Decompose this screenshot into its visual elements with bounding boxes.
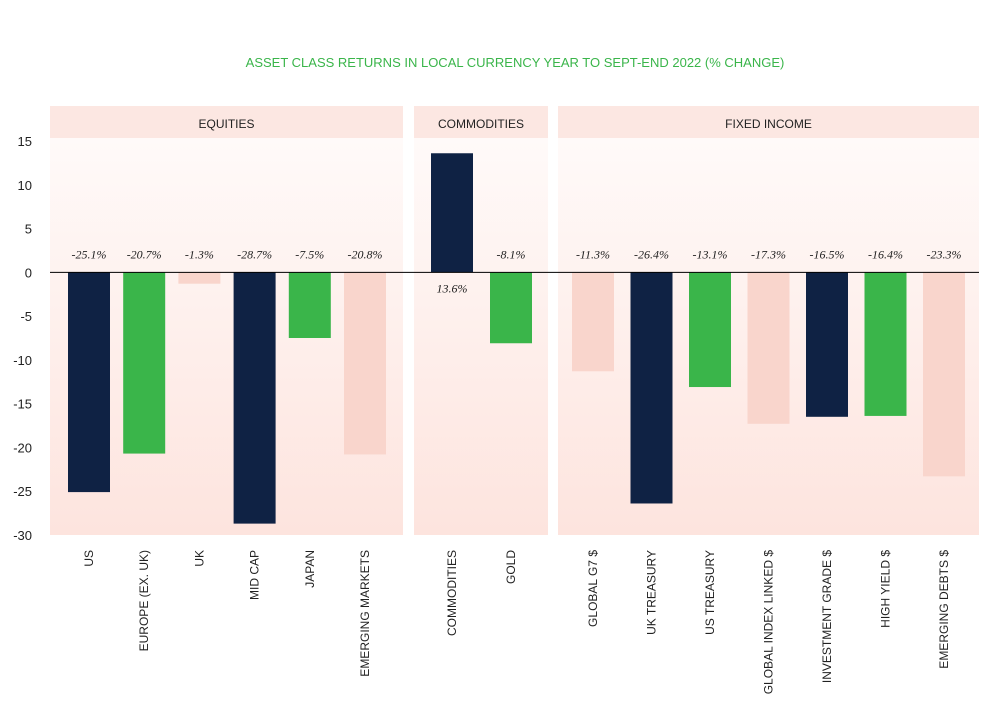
group-header bbox=[50, 106, 403, 138]
bar bbox=[689, 272, 731, 388]
x-tick-label: UK bbox=[192, 550, 206, 567]
y-tick-label: -30 bbox=[13, 528, 32, 543]
x-tick-label: UK TREASURY bbox=[645, 550, 659, 635]
value-label: -8.1% bbox=[497, 247, 526, 261]
x-tick-label: GOLD bbox=[504, 550, 518, 584]
x-tick-label: EMERGING DEBTS $ bbox=[937, 550, 951, 669]
x-tick-label: HIGH YIELD $ bbox=[879, 550, 893, 628]
group-label: EQUITIES bbox=[198, 117, 254, 131]
bar bbox=[630, 272, 673, 504]
y-tick-label: -20 bbox=[13, 440, 32, 455]
y-tick-label: -15 bbox=[13, 397, 32, 412]
y-tick-label: 0 bbox=[25, 265, 32, 280]
value-label: -7.5% bbox=[295, 247, 324, 261]
bar bbox=[178, 272, 221, 284]
x-tick-label: MID CAP bbox=[248, 550, 262, 600]
x-tick-label: US TREASURY bbox=[703, 550, 717, 635]
bar bbox=[747, 272, 790, 424]
group-header bbox=[414, 106, 548, 138]
x-tick-label: GLOBAL INDEX LINKED $ bbox=[762, 550, 776, 695]
y-tick-label: 5 bbox=[25, 222, 32, 237]
x-tick-label: COMMODITIES bbox=[445, 550, 459, 636]
group-label: FIXED INCOME bbox=[725, 117, 812, 131]
y-tick-label: -10 bbox=[13, 353, 32, 368]
bar bbox=[123, 272, 166, 454]
value-label: -25.1% bbox=[72, 247, 107, 261]
group-label: COMMODITIES bbox=[438, 117, 524, 131]
value-label: -23.3% bbox=[927, 247, 962, 261]
value-label: -28.7% bbox=[237, 247, 272, 261]
y-tick-label: 15 bbox=[18, 134, 32, 149]
bar bbox=[864, 272, 907, 416]
y-tick-label: -5 bbox=[20, 309, 32, 324]
bar bbox=[572, 272, 614, 372]
value-label: -13.1% bbox=[693, 247, 728, 261]
x-tick-label: GLOBAL G7 $ bbox=[586, 550, 600, 627]
value-label: -26.4% bbox=[634, 247, 669, 261]
value-label: -16.4% bbox=[868, 247, 903, 261]
value-label: -17.3% bbox=[751, 247, 786, 261]
y-tick-label: 10 bbox=[18, 178, 32, 193]
bar bbox=[288, 272, 331, 338]
x-tick-label: INVESTMENT GRADE $ bbox=[820, 550, 834, 683]
bar bbox=[431, 153, 473, 273]
x-tick-label: EMERGING MARKETS bbox=[358, 550, 372, 677]
value-label: 13.6% bbox=[437, 281, 468, 295]
bar bbox=[344, 272, 386, 455]
bar bbox=[68, 272, 110, 493]
bar bbox=[806, 272, 848, 417]
value-label: -20.7% bbox=[127, 247, 162, 261]
value-label: -20.8% bbox=[348, 247, 383, 261]
value-label: -11.3% bbox=[576, 247, 610, 261]
group-header bbox=[558, 106, 979, 138]
bar bbox=[490, 272, 532, 344]
y-tick-label: -25 bbox=[13, 484, 32, 499]
x-tick-label: EUROPE (EX. UK) bbox=[137, 550, 151, 651]
value-label: -1.3% bbox=[185, 247, 214, 261]
bar bbox=[923, 272, 965, 477]
x-tick-label: US bbox=[82, 550, 96, 567]
x-tick-label: JAPAN bbox=[303, 550, 317, 588]
bar bbox=[233, 272, 276, 524]
value-label: -16.5% bbox=[810, 247, 845, 261]
chart-title: ASSET CLASS RETURNS IN LOCAL CURRENCY YE… bbox=[246, 55, 785, 70]
